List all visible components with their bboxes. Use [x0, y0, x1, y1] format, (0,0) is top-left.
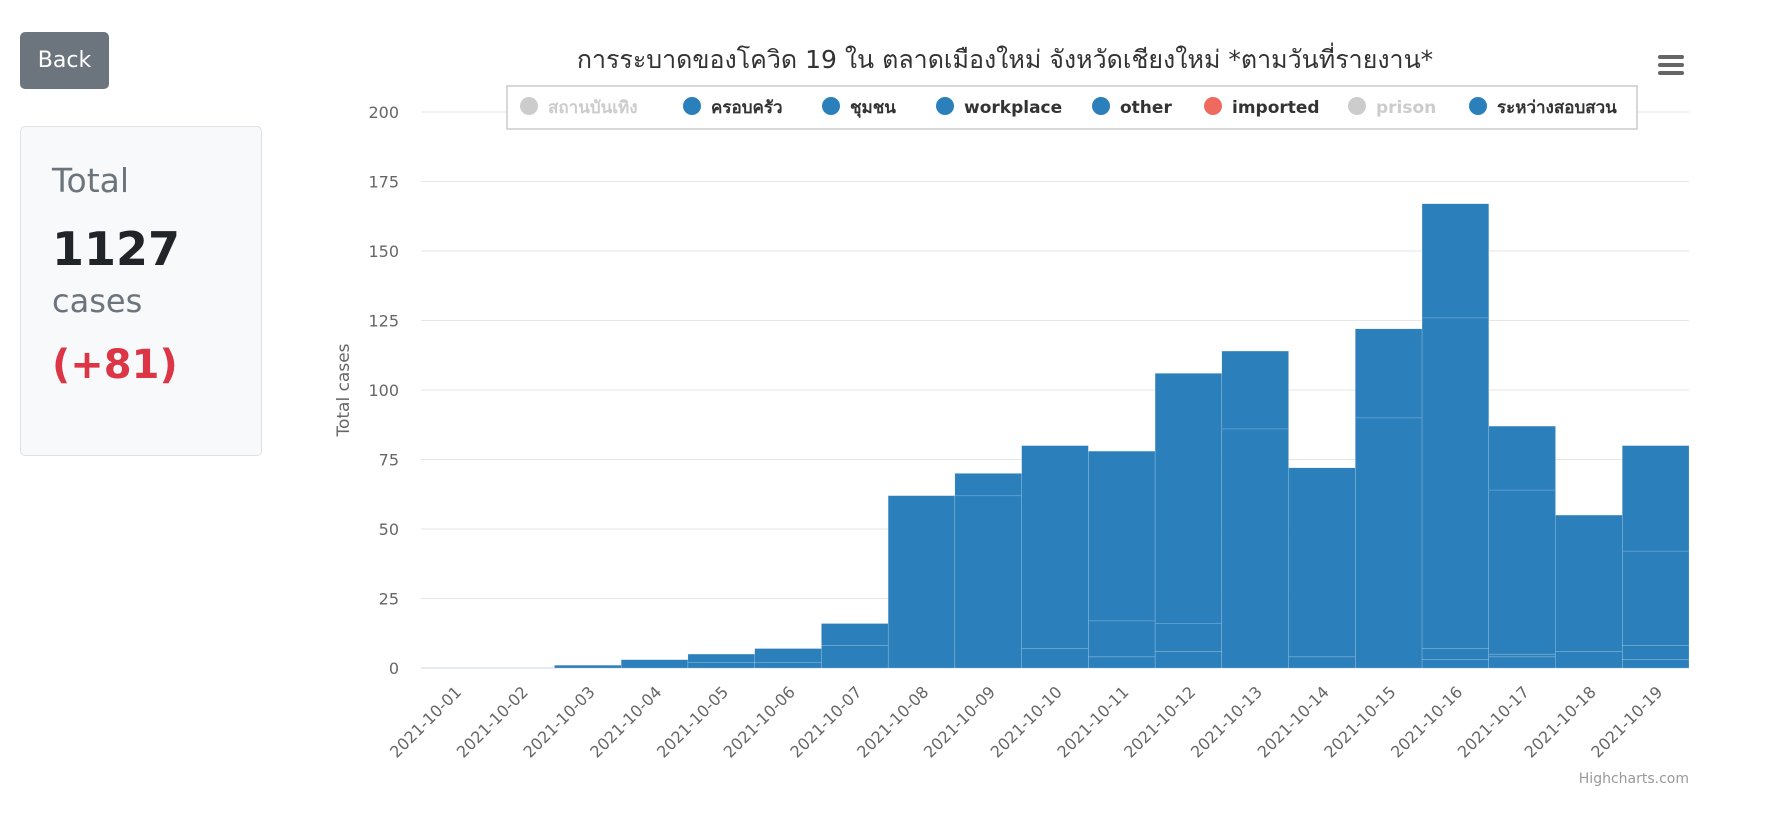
bar-segment[interactable]	[1488, 653, 1556, 658]
bar-segment[interactable]	[1622, 659, 1690, 669]
bar-segment[interactable]	[1021, 445, 1089, 649]
y-tick-label: 200	[368, 103, 399, 122]
bar-segment[interactable]	[1221, 350, 1289, 669]
y-tick-label: 0	[389, 659, 399, 678]
bar-segment[interactable]	[954, 473, 1022, 669]
y-tick-label: 75	[379, 451, 399, 470]
total-label: Total	[52, 161, 130, 200]
bar-segment[interactable]	[1288, 656, 1356, 669]
total-count: 1127	[52, 222, 181, 276]
bar-segment[interactable]	[754, 662, 822, 669]
y-tick-label: 25	[379, 590, 399, 609]
total-summary-card: Total 1127 cases (+81)	[20, 126, 262, 456]
bar-segment[interactable]	[1154, 373, 1223, 652]
chart-legend	[506, 85, 1638, 130]
back-button[interactable]: Back	[20, 32, 109, 89]
legend-marker[interactable]	[683, 97, 701, 115]
bar-segment[interactable]	[1488, 656, 1556, 669]
bar-segment[interactable]	[1088, 450, 1156, 658]
bar-segment[interactable]	[887, 495, 956, 669]
bar-segment[interactable]	[1622, 645, 1690, 660]
bar-segment[interactable]	[821, 623, 889, 646]
bar-segment[interactable]	[1288, 467, 1356, 658]
legend-marker[interactable]	[1204, 97, 1222, 115]
bar-segment[interactable]	[821, 645, 889, 669]
y-tick-label: 50	[379, 520, 399, 539]
legend-item[interactable]: prison	[1376, 98, 1436, 118]
legend-marker[interactable]	[936, 97, 954, 115]
bar-segment[interactable]	[1488, 425, 1556, 655]
bar-segment[interactable]	[1355, 328, 1423, 669]
bar-segment[interactable]	[1555, 514, 1623, 652]
legend-item[interactable]: สถานบันเทิง	[548, 98, 638, 118]
legend-item[interactable]: ระหว่างสอบสวน	[1497, 98, 1617, 118]
bar-segment[interactable]	[1154, 651, 1223, 669]
legend-marker[interactable]	[1348, 97, 1366, 115]
menu-icon-bar	[1658, 71, 1684, 75]
bar-segment[interactable]	[1555, 651, 1623, 669]
credits-link[interactable]: Highcharts.com	[1579, 771, 1689, 787]
x-tick-label: 2021-10-19	[1587, 682, 1666, 761]
legend-marker[interactable]	[1092, 97, 1110, 115]
bar-segment[interactable]	[1421, 659, 1489, 669]
total-delta: (+81)	[52, 342, 178, 388]
hamburger-menu-icon[interactable]	[1658, 55, 1684, 75]
menu-icon-bar	[1658, 55, 1684, 59]
legend-marker[interactable]	[520, 97, 538, 115]
y-tick-label: 100	[368, 381, 399, 400]
y-tick-label: 150	[368, 242, 399, 261]
total-unit: cases	[52, 282, 143, 320]
legend-item[interactable]: ครอบครัว	[711, 98, 783, 118]
y-tick-label: 175	[368, 173, 399, 192]
legend-item[interactable]: ชุมชน	[850, 98, 896, 118]
legend-marker[interactable]	[1469, 97, 1487, 115]
bar-segment[interactable]	[621, 659, 689, 669]
legend-marker[interactable]	[822, 97, 840, 115]
bar-segment[interactable]	[754, 648, 822, 663]
y-tick-label: 125	[368, 312, 399, 331]
legend-item[interactable]: other	[1120, 98, 1172, 118]
legend-item[interactable]: workplace	[964, 98, 1062, 118]
bar-segment[interactable]	[687, 662, 755, 669]
chart-title: การระบาดของโควิด 19 ใน ตลาดเมืองใหม่ จัง…	[577, 42, 1433, 74]
bar-segment[interactable]	[687, 653, 755, 663]
legend-item[interactable]: imported	[1232, 98, 1320, 118]
bar-segment[interactable]	[1421, 203, 1489, 649]
bar-segment[interactable]	[1088, 656, 1156, 669]
bar-segment[interactable]	[1421, 648, 1489, 660]
y-axis-label: Total cases	[334, 343, 354, 437]
menu-icon-bar	[1658, 63, 1684, 67]
bar-segment[interactable]	[1021, 648, 1089, 669]
bar-segment[interactable]	[1622, 445, 1690, 646]
bar-segment[interactable]	[554, 665, 622, 669]
